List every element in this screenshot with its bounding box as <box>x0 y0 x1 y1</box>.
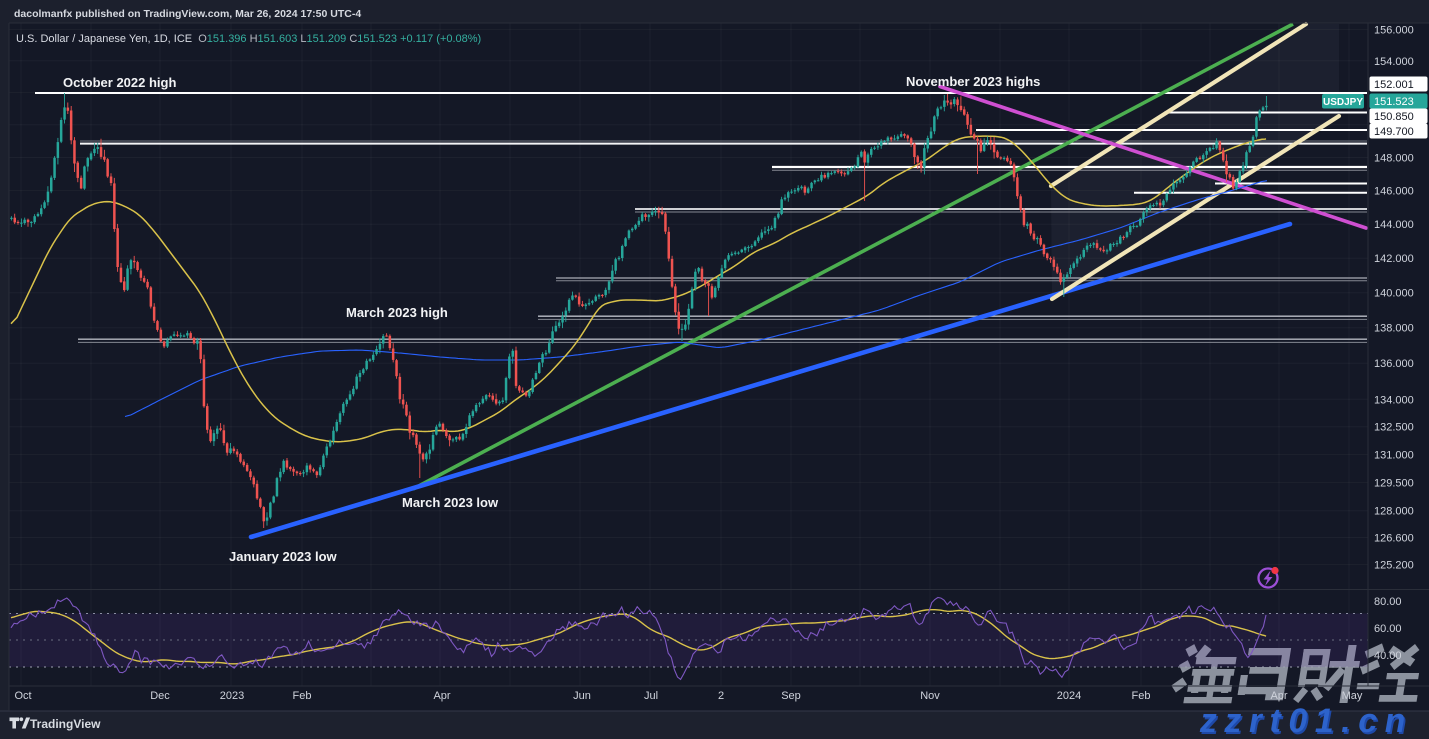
svg-text:146.000: 146.000 <box>1374 186 1414 198</box>
svg-text:USDJPY: USDJPY <box>1323 97 1363 108</box>
svg-text:128.000: 128.000 <box>1374 506 1414 518</box>
svg-text:zzrt01.cn: zzrt01.cn <box>1197 702 1417 739</box>
svg-text:Apr: Apr <box>1270 690 1287 702</box>
svg-text:U.S. Dollar / Japanese Yen, 1D: U.S. Dollar / Japanese Yen, 1D, ICE O151… <box>16 33 481 45</box>
svg-text:126.600: 126.600 <box>1374 533 1414 545</box>
svg-text:dacolmanfx published on Tradin: dacolmanfx published on TradingView.com,… <box>14 8 361 20</box>
svg-text:131.000: 131.000 <box>1374 449 1414 461</box>
svg-text:40.00: 40.00 <box>1374 650 1402 662</box>
svg-text:125.200: 125.200 <box>1374 560 1414 572</box>
svg-text:2024: 2024 <box>1057 690 1081 702</box>
svg-text:Jun: Jun <box>573 690 591 702</box>
svg-text:80.00: 80.00 <box>1374 596 1402 608</box>
svg-text:zzrt01.cn: zzrt01.cn <box>1199 704 1419 739</box>
svg-text:148.000: 148.000 <box>1374 153 1414 165</box>
svg-text:132.500: 132.500 <box>1374 422 1414 434</box>
svg-text:60.00: 60.00 <box>1374 623 1402 635</box>
svg-text:Feb: Feb <box>293 690 312 702</box>
svg-text:Apr: Apr <box>433 690 450 702</box>
svg-text:Jul: Jul <box>644 690 658 702</box>
svg-text:TradingView: TradingView <box>30 717 101 731</box>
svg-text:January 2023 low: January 2023 low <box>229 549 338 564</box>
svg-text:151.523: 151.523 <box>1374 96 1414 108</box>
svg-text:Feb: Feb <box>1132 690 1151 702</box>
svg-text:March 2023 low: March 2023 low <box>402 495 499 510</box>
svg-text:136.000: 136.000 <box>1374 358 1414 370</box>
svg-text:156.000: 156.000 <box>1374 24 1414 36</box>
svg-text:November 2023 highs: November 2023 highs <box>906 74 1040 89</box>
svg-text:Sep: Sep <box>781 690 801 702</box>
svg-text:154.000: 154.000 <box>1374 56 1414 68</box>
svg-text:Dec: Dec <box>150 690 170 702</box>
svg-text:134.000: 134.000 <box>1374 394 1414 406</box>
svg-text:152.001: 152.001 <box>1374 79 1414 91</box>
svg-text:140.000: 140.000 <box>1374 288 1414 300</box>
svg-text:2023: 2023 <box>220 690 244 702</box>
svg-text:May: May <box>1342 690 1363 702</box>
svg-text:149.700: 149.700 <box>1374 126 1414 138</box>
svg-text:138.000: 138.000 <box>1374 323 1414 335</box>
svg-text:Nov: Nov <box>920 690 940 702</box>
svg-text:2: 2 <box>718 690 724 702</box>
svg-text:October 2022 high: October 2022 high <box>63 75 176 90</box>
svg-text:Oct: Oct <box>14 690 31 702</box>
svg-text:144.000: 144.000 <box>1374 219 1414 231</box>
svg-text:129.500: 129.500 <box>1374 477 1414 489</box>
svg-text:March 2023 high: March 2023 high <box>346 305 448 320</box>
svg-text:150.850: 150.850 <box>1374 111 1414 123</box>
svg-text:142.000: 142.000 <box>1374 253 1414 265</box>
